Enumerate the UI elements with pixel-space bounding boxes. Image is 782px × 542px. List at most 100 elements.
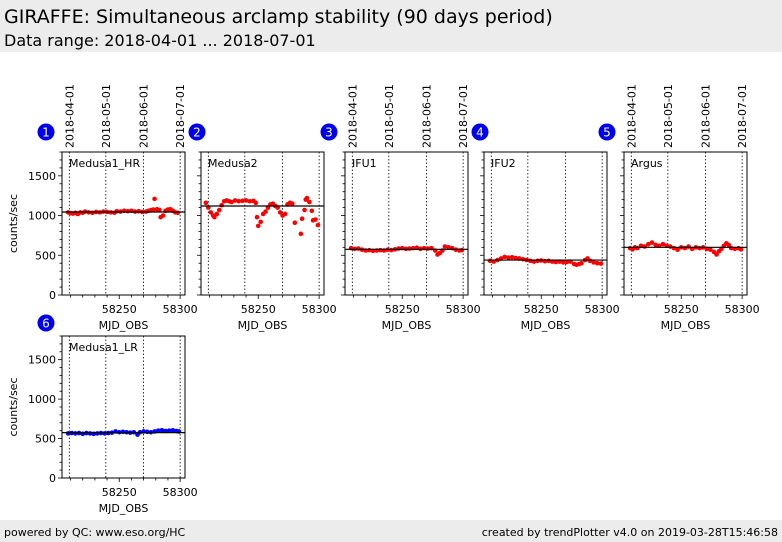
data-point [502, 254, 508, 260]
data-point [446, 245, 451, 250]
panel-1: 1 2018-04-01 2018-05-01 2018-06-01 2018-07-0… [7, 84, 198, 332]
plot-frame [623, 151, 748, 296]
date-tick-label: 2018-06-01 [700, 84, 713, 148]
panel-4: 4 58250 58300 IFU2 MJD_OBS [471, 123, 620, 332]
panel-title: Argus [631, 157, 663, 170]
data-point [591, 260, 596, 265]
date-tick-label: 2018-05-01 [662, 84, 675, 148]
y-tick-label: 1000 [28, 210, 56, 223]
data-point [240, 198, 245, 204]
data-point [513, 255, 518, 261]
data-point [277, 210, 283, 215]
data-point [307, 199, 312, 205]
data-point [175, 210, 180, 216]
panel-number: 2 [193, 126, 201, 140]
data-point [660, 241, 666, 247]
data-point [152, 196, 157, 202]
footer-powered-by: powered by QC: www.eso.org/HC [4, 526, 186, 539]
data-point [675, 247, 680, 253]
date-tick-label: 2018-06-01 [138, 84, 151, 148]
x-tick-label: 58300 [163, 303, 198, 316]
panel-6: 6 58250 58300 0 500 1000 1500 Medusa1_LR MJD_OBS… [7, 314, 198, 515]
x-tick-label: 58300 [163, 486, 198, 499]
data-range: Data range: 2018-04-01 ... 2018-07-01 [4, 31, 316, 50]
plot-frame [61, 335, 186, 479]
x-tick-label: 58300 [585, 303, 620, 316]
data-point [560, 260, 566, 265]
plot-frame [200, 151, 325, 296]
panel-title: IFU2 [491, 157, 516, 170]
data-point [509, 254, 515, 260]
x-tick-label: 58300 [446, 303, 481, 316]
header-bar: GIRAFFE: Simultaneous arclamp stability … [0, 0, 782, 52]
y-tick-label: 0 [49, 472, 56, 485]
date-tick-label: 2018-04-01 [346, 84, 359, 148]
panel-number: 3 [325, 126, 333, 140]
y-tick-label: 0 [49, 289, 56, 302]
data-point [708, 247, 713, 253]
date-tick-label: 2018-07-01 [736, 84, 749, 148]
data-point [166, 428, 172, 433]
data-point [726, 242, 732, 248]
data-point [309, 208, 315, 214]
data-point [219, 202, 225, 208]
data-point [159, 427, 165, 433]
x-tick-label: 58250 [664, 303, 699, 316]
data-point [243, 198, 249, 203]
footer-bar: powered by QC: www.eso.org/HC created by… [0, 520, 782, 542]
x-axis-label: MJD_OBS [238, 319, 288, 332]
data-point [553, 259, 559, 265]
x-tick-label: 58250 [524, 303, 559, 316]
data-point [254, 214, 260, 220]
data-point [282, 211, 288, 217]
data-point [170, 427, 176, 433]
x-tick-label: 58300 [302, 303, 337, 316]
data-point [229, 199, 234, 205]
y-tick-label: 1500 [28, 170, 56, 183]
data-point [160, 213, 166, 218]
data-point [598, 261, 604, 266]
y-tick-label: 1000 [28, 393, 56, 406]
data-point [290, 201, 295, 206]
data-point [155, 428, 161, 433]
date-tick-label: 2018-05-01 [383, 84, 396, 148]
x-tick-label: 58250 [385, 303, 420, 316]
data-point [313, 217, 318, 222]
data-point [208, 210, 214, 215]
data-point [442, 244, 448, 249]
y-axis-label: counts/sec [7, 194, 20, 253]
page-title: GIRAFFE: Simultaneous arclamp stability … [4, 6, 553, 28]
data-point [649, 240, 655, 245]
data-point [302, 207, 307, 213]
x-axis-label: MJD_OBS [99, 319, 149, 332]
data-point [304, 195, 310, 201]
panel-number: 1 [42, 126, 50, 140]
data-point [214, 211, 220, 217]
data-point [263, 209, 268, 214]
data-point [151, 207, 156, 212]
date-tick-label: 2018-04-01 [625, 84, 638, 148]
data-point [594, 260, 600, 266]
data-point [292, 220, 298, 226]
data-point [258, 219, 263, 225]
panel-number-badge [471, 123, 489, 141]
panel-title: Medusa1_LR [69, 341, 138, 354]
data-point [232, 198, 238, 203]
x-axis-label: MJD_OBS [661, 319, 711, 332]
y-tick-label: 500 [35, 249, 56, 262]
panel-number: 6 [42, 317, 50, 331]
panel-number-badge [598, 123, 616, 141]
data-point [579, 260, 584, 266]
x-tick-label: 58250 [102, 303, 137, 316]
panel-number-badge [320, 123, 338, 141]
x-tick-label: 58300 [725, 303, 760, 316]
date-tick-label: 2018-07-01 [174, 84, 187, 148]
data-point [298, 231, 304, 237]
y-tick-label: 1500 [28, 354, 56, 367]
panel-number: 4 [476, 126, 484, 140]
data-point [236, 198, 242, 204]
plot-frame [344, 151, 469, 296]
plot-frame [483, 151, 608, 296]
panel-title: Medusa1_HR [69, 157, 140, 170]
panel-number-badge [188, 123, 206, 141]
